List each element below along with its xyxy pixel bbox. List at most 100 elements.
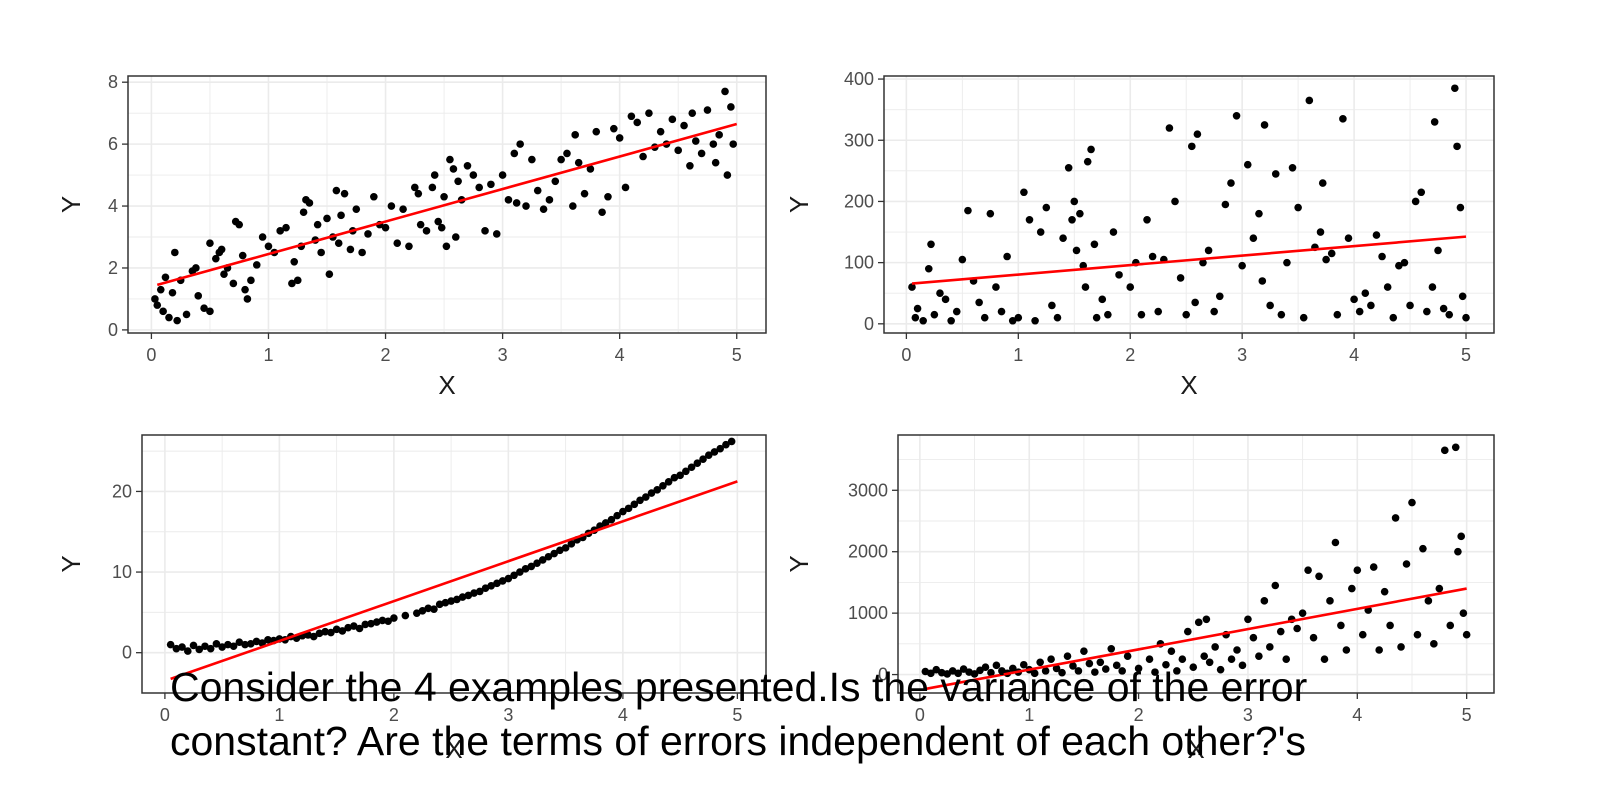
- data-point: [1187, 142, 1196, 151]
- data-point: [561, 544, 570, 552]
- y-axis-title: Y: [784, 196, 814, 213]
- data-point: [1446, 621, 1455, 630]
- data-point: [334, 239, 343, 248]
- grid: [142, 435, 766, 694]
- data-point: [165, 313, 173, 322]
- data-point: [399, 205, 407, 213]
- data-point: [344, 623, 352, 632]
- x-tick-label: 2: [381, 345, 391, 365]
- data-point: [1178, 655, 1187, 664]
- y-tick-label: 6: [108, 134, 118, 154]
- y-tick-label: 0: [122, 643, 132, 663]
- data-point: [704, 451, 713, 459]
- x-tick-label: 1: [1024, 705, 1034, 725]
- x-axis-title: X: [1180, 370, 1197, 400]
- data-point: [290, 257, 299, 266]
- data-point: [183, 647, 192, 655]
- data-point: [430, 605, 438, 613]
- data-point: [1176, 274, 1185, 282]
- data-point: [173, 316, 181, 325]
- data-point: [414, 189, 423, 198]
- data-point: [510, 571, 518, 580]
- panel-bottom-left: 0 1 2 3 4 5 0 10 20 X Y: [56, 434, 767, 764]
- data-point: [1137, 310, 1146, 319]
- data-point: [682, 467, 690, 476]
- data-point: [1107, 644, 1116, 653]
- data-point: [1154, 307, 1163, 316]
- data-point: [550, 549, 558, 558]
- data-point: [206, 644, 215, 653]
- data-point: [716, 444, 725, 453]
- data-point: [1070, 197, 1079, 206]
- y-tick-label: 8: [108, 72, 118, 92]
- data-point: [315, 629, 324, 638]
- data-point: [1112, 661, 1121, 670]
- data-point: [454, 177, 462, 186]
- panel-border: [883, 75, 1495, 334]
- x-tick-label: 0: [915, 705, 925, 725]
- data-point: [711, 158, 720, 167]
- data-point: [387, 202, 396, 210]
- data-point: [1042, 203, 1051, 212]
- data-point: [545, 196, 554, 204]
- data-point: [1383, 283, 1392, 291]
- data-point: [1277, 310, 1286, 319]
- data-point: [171, 248, 179, 257]
- data-point: [1148, 252, 1157, 261]
- data-point: [1118, 667, 1126, 675]
- data-point: [1417, 188, 1426, 197]
- data-point: [1079, 261, 1088, 270]
- data-point: [416, 220, 425, 229]
- data-point: [451, 233, 460, 241]
- data-point: [224, 640, 232, 649]
- data-point: [992, 661, 1001, 670]
- data-point: [201, 642, 209, 651]
- data-point: [1408, 498, 1416, 507]
- data-point: [1428, 283, 1437, 291]
- data-point: [172, 644, 181, 653]
- x-tick-label: 4: [1349, 345, 1359, 365]
- data-point: [913, 304, 922, 313]
- data-point: [1430, 118, 1439, 126]
- y-tick-label: 0: [864, 314, 874, 334]
- y-tick-label: 3000: [848, 480, 888, 500]
- data-point: [1215, 292, 1224, 301]
- data-point: [1255, 209, 1263, 218]
- data-point: [1047, 655, 1055, 664]
- data-point: [1041, 667, 1050, 675]
- data-point: [1456, 203, 1465, 212]
- data-point: [516, 140, 524, 148]
- data-point: [1326, 597, 1334, 605]
- data-point: [1260, 597, 1269, 605]
- data-point: [1048, 301, 1056, 310]
- data-point: [1397, 643, 1405, 651]
- data-point: [936, 289, 944, 298]
- data-point: [1419, 544, 1427, 553]
- data-point: [487, 581, 496, 590]
- data-point: [674, 146, 683, 155]
- data-point: [449, 165, 458, 173]
- data-point: [372, 618, 381, 626]
- data-point: [418, 606, 427, 615]
- data-point: [405, 242, 413, 251]
- data-point: [908, 283, 916, 291]
- data-point: [1304, 566, 1312, 574]
- data-point: [551, 177, 560, 186]
- data-point: [1331, 538, 1340, 547]
- data-point: [586, 165, 595, 173]
- data-point: [703, 106, 712, 114]
- data-point: [970, 670, 979, 678]
- data-point: [521, 565, 530, 573]
- data-point: [1423, 307, 1431, 316]
- y-tick-label: 0: [878, 665, 888, 685]
- data-point: [390, 614, 398, 622]
- data-point: [981, 663, 990, 671]
- data-point: [1083, 157, 1092, 166]
- data-point: [1299, 313, 1308, 322]
- data-point: [1036, 658, 1044, 667]
- y-tick-label: 300: [844, 130, 874, 150]
- data-point: [693, 459, 702, 468]
- data-point: [393, 239, 402, 248]
- data-point: [1249, 234, 1258, 242]
- data-point: [475, 587, 484, 596]
